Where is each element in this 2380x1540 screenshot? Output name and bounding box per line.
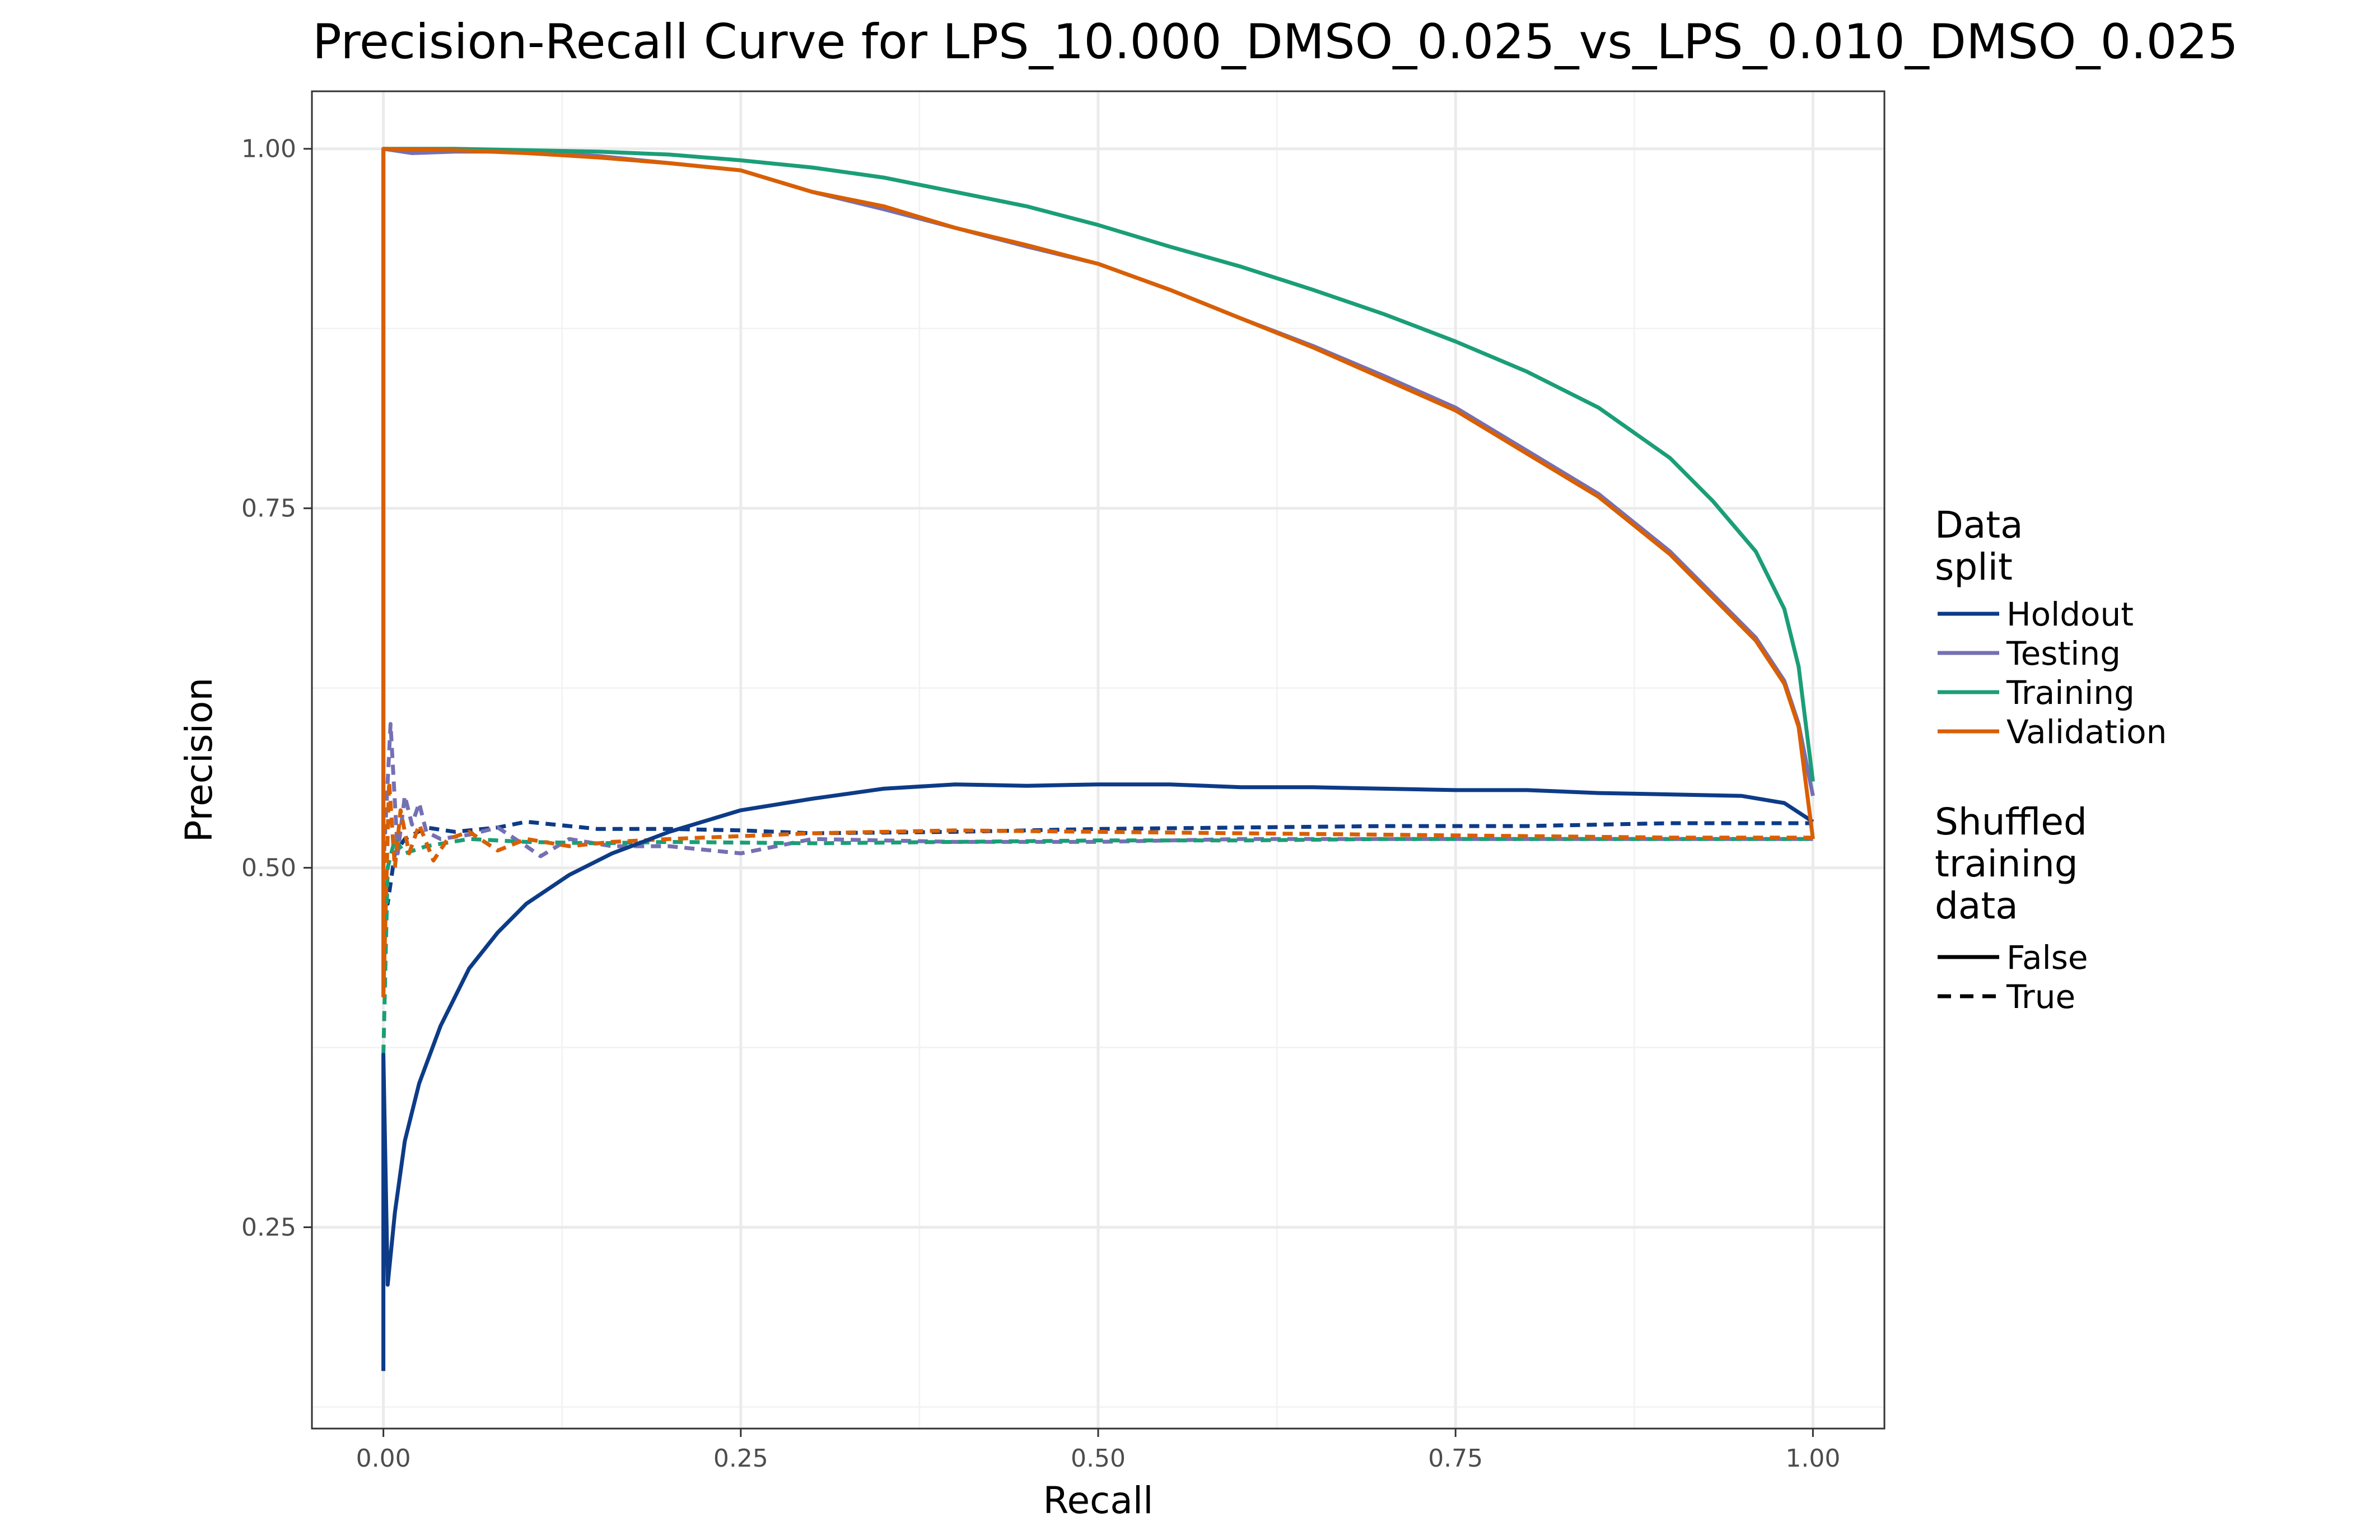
series-line-training-unshuffled <box>381 147 1815 839</box>
legend-linetype-title: Shuffled <box>1935 800 2087 843</box>
y-axis-title: Precision <box>178 678 221 843</box>
legend-label-training: Training <box>2006 674 2135 712</box>
x-tick-label: 0.50 <box>1071 1444 1126 1473</box>
series-line-validation-shuffled <box>381 780 1813 997</box>
y-tick-label: 0.50 <box>241 854 296 883</box>
x-tick-label: 0.75 <box>1428 1444 1483 1473</box>
y-axis: 0.25 0.50 0.75 1.00 <box>241 135 312 1242</box>
legend-label-testing: Testing <box>2006 634 2121 673</box>
series-line-holdout-unshuffled <box>381 782 1814 1371</box>
legend-linetype-title: data <box>1935 884 2018 927</box>
x-tick-label: 0.00 <box>356 1444 411 1473</box>
legend-linetype-title: training <box>1935 842 2078 885</box>
series-line-testing-shuffled <box>381 722 1813 868</box>
legend-label-validation: Validation <box>2006 713 2167 751</box>
series-line-training-shuffled <box>381 837 1813 1055</box>
x-tick-label: 0.25 <box>713 1444 768 1473</box>
y-tick-label: 1.00 <box>241 135 296 164</box>
major-gridlines <box>312 91 1884 1429</box>
x-axis-title: Recall <box>1043 1479 1154 1522</box>
legend-label-true: True <box>2006 978 2075 1016</box>
legend-label-false: False <box>2006 939 2088 977</box>
series-layer <box>381 147 1815 1371</box>
y-tick-label: 0.75 <box>241 494 296 523</box>
chart-title: Precision-Recall Curve for LPS_10.000_DM… <box>312 14 2238 70</box>
x-tick-label: 1.00 <box>1785 1444 1840 1473</box>
legend-label-holdout: Holdout <box>2006 595 2134 633</box>
series-line-validation-unshuffled <box>381 147 1815 997</box>
legend-color-title: Data <box>1935 503 2023 547</box>
legend-color-title: split <box>1935 545 2013 589</box>
x-axis: 0.00 0.25 0.50 0.75 1.00 <box>356 1429 1840 1473</box>
y-tick-label: 0.25 <box>241 1214 296 1242</box>
